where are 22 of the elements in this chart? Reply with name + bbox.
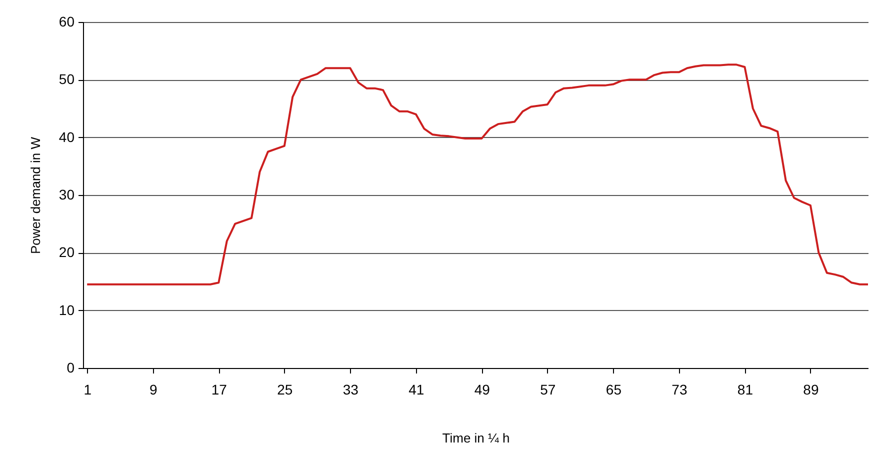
- y-tick-label: 40: [58, 128, 75, 145]
- y-tick-label: 20: [58, 244, 75, 260]
- x-tick-label: 25: [277, 382, 293, 398]
- x-tick-label: 41: [408, 382, 424, 398]
- x-tick-label: 9: [149, 382, 158, 398]
- line-series: [86, 64, 868, 286]
- y-axis-title: Power demand in W: [28, 136, 43, 254]
- y-tick-label: 0: [66, 360, 75, 376]
- x-axis-title: Time in ¼ h: [442, 430, 510, 446]
- x-tick-label: 33: [342, 382, 359, 398]
- x-tick-label: 49: [474, 382, 490, 398]
- x-tick-label: 65: [606, 382, 622, 398]
- y-tick-label: 30: [58, 186, 75, 202]
- x-tick-label: 57: [540, 382, 556, 398]
- x-tick-label: 89: [803, 382, 819, 398]
- x-tick-label: 73: [672, 382, 688, 398]
- x-tick-label: 1: [84, 382, 92, 398]
- x-tick-label: 17: [211, 382, 228, 398]
- y-tick-label: 50: [58, 71, 75, 88]
- y-tick-label: 10: [58, 302, 75, 318]
- x-tick-label: 81: [737, 382, 754, 398]
- y-tick-label: 60: [58, 14, 75, 30]
